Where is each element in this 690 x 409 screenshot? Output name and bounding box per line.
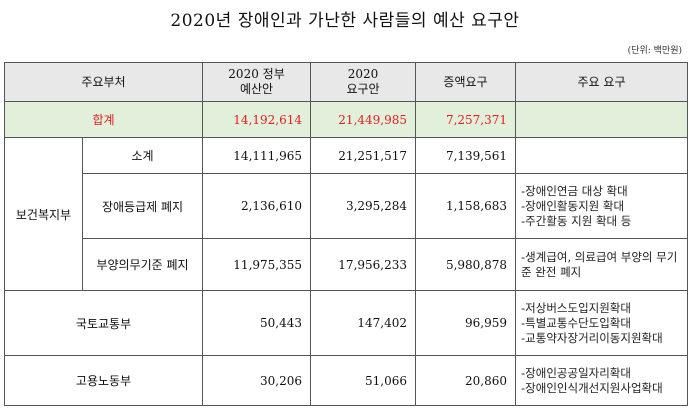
document-title: 2020년 장애인과 가난한 사람들의 예산 요구안 (170, 11, 520, 31)
request-cell: 3,295,284 (310, 173, 417, 239)
table-row: 보건복지부 소계 14,111,965 21,251,517 7,139,561 (4, 137, 689, 291)
gov-budget-cell: 2,136,610 (202, 173, 312, 239)
request-cell: 21,251,517 (310, 137, 417, 174)
header-ministry: 주요부처 (3, 62, 204, 102)
increase-cell: 7,139,561 (415, 137, 517, 174)
requests-cell (515, 137, 689, 174)
requests-cell: -저상버스도입지원확대 -특별교통수단도입확대 -교통약자장거리이동지원확대 (515, 290, 689, 356)
total-row: 합계 14,192,614 21,449,985 7,257,371 (3, 101, 689, 138)
table-row: 부양의무기준 폐지 11,975,355 17,956,233 5,980,87… (5, 238, 689, 291)
total-requests (515, 101, 689, 138)
total-label: 합계 (3, 101, 204, 138)
requests-cell: -장애인연금 대상 확대 -장애인활동지원 확대 -주간활동 지원 확대 등 (515, 173, 689, 239)
ministry-cell: 국토교통부 (3, 290, 204, 356)
request-item: -생계급여, 의료급여 부양의 무기준 완전 폐지 (521, 249, 678, 279)
header-request: 2020 요구안 (310, 62, 417, 102)
request-item: -저상버스도입지원확대 (521, 300, 631, 315)
header-gov-budget-line1: 2020 정부 (228, 67, 285, 81)
request-item: -주간활동 지원 확대 등 (521, 213, 632, 228)
request-cell: 17,956,233 (310, 238, 417, 291)
table-row: 고용노동부 30,206 51,066 20,860 -장애인공공일자리확대 -… (3, 355, 689, 406)
table-row: 국토교통부 50,443 147,402 96,959 -저상버스도입지원확대 … (3, 290, 689, 356)
header-request-line2: 요구안 (346, 82, 380, 96)
request-item: -특별교통수단도입확대 (521, 315, 631, 330)
total-gov-budget: 14,192,614 (202, 101, 312, 138)
request-item: -교통약자장거리이동지원확대 (521, 330, 663, 345)
request-item: -장애인인식개선지원사업확대 (521, 380, 663, 395)
total-increase: 7,257,371 (415, 101, 517, 138)
request-item: -장애인활동지원 확대 (521, 198, 625, 213)
request-item: -장애인연금 대상 확대 (521, 183, 628, 198)
request-cell: 51,066 (310, 355, 417, 406)
request-cell: 147,402 (310, 290, 417, 356)
increase-cell: 20,860 (415, 355, 517, 406)
item-cell: 부양의무기준 폐지 (81, 238, 204, 291)
header-gov-budget: 2020 정부 예산안 (202, 62, 312, 102)
requests-cell: -장애인공공일자리확대 -장애인인식개선지원사업확대 (515, 355, 689, 406)
ministry-cell: 보건복지부 (4, 137, 83, 291)
item-cell: 장애등급제 폐지 (81, 173, 204, 239)
header-gov-budget-line2: 예산안 (239, 82, 274, 96)
budget-table: 주요부처 2020 정부 예산안 2020 요구안 증액요구 주요 요구 합계 … (3, 62, 689, 406)
total-request: 21,449,985 (310, 101, 417, 138)
header-increase: 증액요구 (415, 62, 517, 102)
gov-budget-cell: 30,206 (202, 355, 312, 406)
increase-cell: 1,158,683 (415, 173, 517, 239)
gov-budget-cell: 11,975,355 (202, 238, 312, 291)
table-row: 장애등급제 폐지 2,136,610 3,295,284 1,158,683 -… (5, 173, 689, 239)
request-item: -장애인공공일자리확대 (521, 365, 631, 380)
ministry-cell: 고용노동부 (3, 355, 204, 406)
requests-cell: -생계급여, 의료급여 부양의 무기준 완전 폐지 (515, 238, 689, 291)
gov-budget-cell: 50,443 (202, 290, 312, 356)
gov-budget-cell: 14,111,965 (202, 137, 312, 174)
header-row: 주요부처 2020 정부 예산안 2020 요구안 증액요구 주요 요구 (3, 62, 689, 102)
increase-cell: 96,959 (415, 290, 517, 356)
item-cell: 소계 (81, 137, 204, 174)
header-main-requests: 주요 요구 (515, 62, 689, 102)
increase-cell: 5,980,878 (415, 238, 517, 291)
header-request-line1: 2020 (347, 67, 379, 81)
unit-note: (단위: 백만원) (627, 46, 682, 56)
